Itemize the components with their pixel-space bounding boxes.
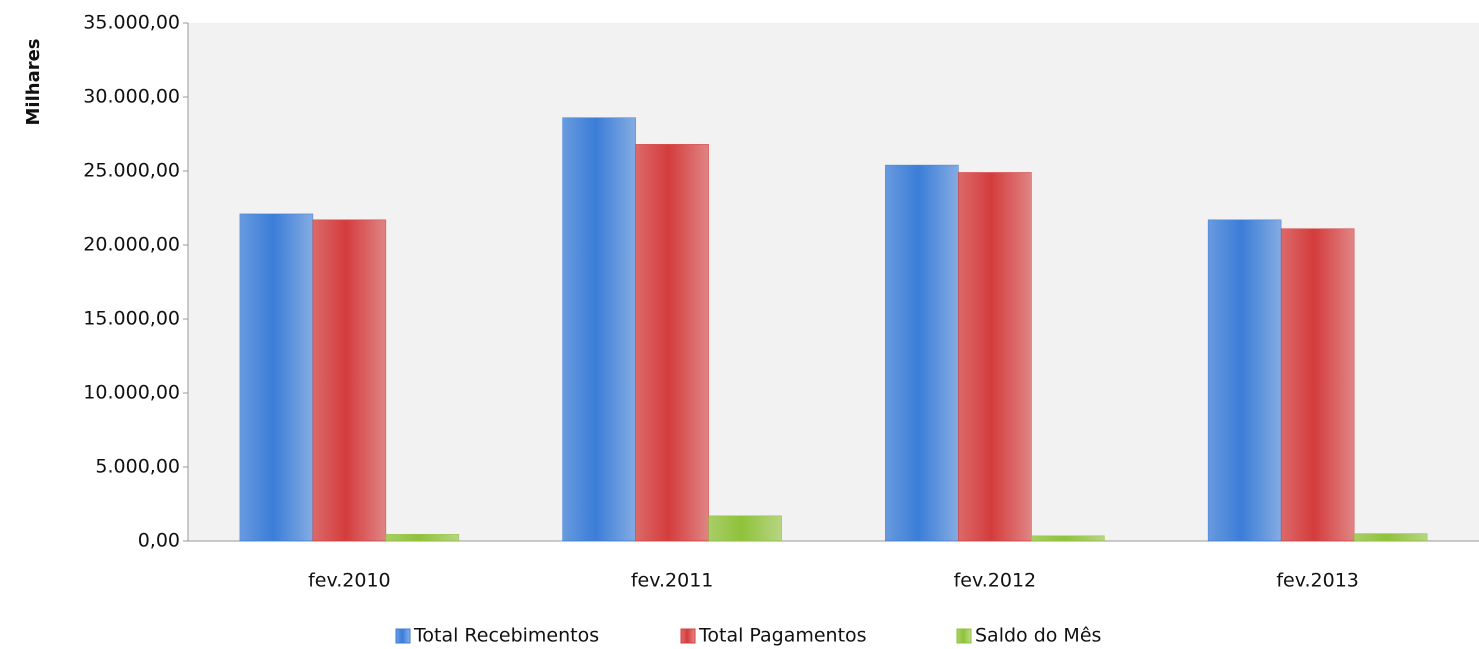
x-tick-label: fev.2010 bbox=[308, 570, 391, 592]
legend-swatch bbox=[680, 628, 696, 644]
bar bbox=[958, 172, 1032, 542]
bar bbox=[1280, 228, 1355, 542]
x-tick-label: fev.2011 bbox=[631, 570, 714, 592]
y-tick-label: 5.000,00 bbox=[95, 456, 180, 478]
legend-label: Saldo do Mês bbox=[975, 625, 1101, 647]
bar bbox=[885, 164, 959, 542]
bar bbox=[708, 515, 782, 542]
y-tick-label: 20.000,00 bbox=[83, 234, 180, 256]
y-tick-label: 10.000,00 bbox=[83, 382, 180, 404]
bar bbox=[239, 213, 314, 542]
y-tick-label: 35.000,00 bbox=[83, 12, 180, 34]
x-tick-label: fev.2013 bbox=[1276, 570, 1359, 592]
y-tick-label: 25.000,00 bbox=[83, 160, 180, 182]
legend-label: Total Recebimentos bbox=[413, 625, 599, 647]
bar bbox=[385, 534, 460, 542]
bar bbox=[1031, 535, 1105, 542]
bar bbox=[1207, 219, 1282, 542]
legend-swatch bbox=[395, 628, 411, 644]
x-tick-label: fev.2012 bbox=[954, 570, 1037, 592]
y-tick-label: 15.000,00 bbox=[83, 308, 180, 330]
y-axis-label: Milhares bbox=[23, 38, 44, 125]
y-tick-label: 0,00 bbox=[138, 530, 180, 552]
legend-label: Total Pagamentos bbox=[698, 625, 867, 647]
y-tick-label: 30.000,00 bbox=[83, 86, 180, 108]
bar bbox=[562, 117, 636, 542]
bar bbox=[1353, 533, 1428, 542]
bar bbox=[635, 144, 709, 542]
legend-swatch bbox=[956, 628, 972, 644]
bar bbox=[312, 219, 387, 542]
